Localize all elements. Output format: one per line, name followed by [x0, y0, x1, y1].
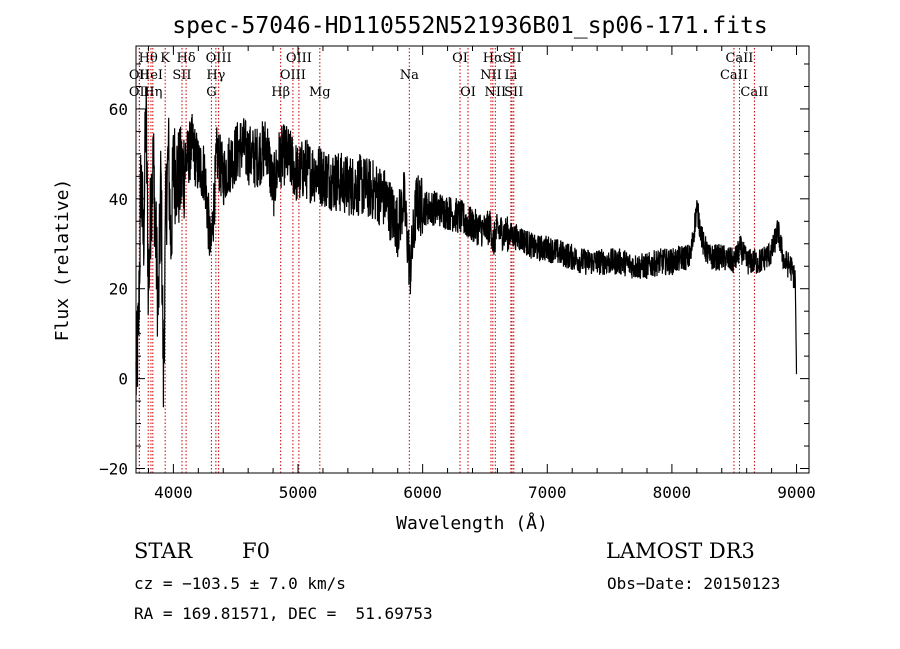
line-marker-label: G: [206, 85, 216, 100]
y-tick-label: 20: [109, 280, 128, 299]
x-tick-label: 6000: [403, 483, 442, 502]
line-marker-label: Hθ: [139, 51, 158, 66]
line-marker-label: OIII: [280, 68, 306, 83]
y-axis-label: Flux (relative): [52, 179, 73, 342]
line-marker-label: OIII: [206, 51, 232, 66]
line-marker-label: OII: [129, 85, 150, 100]
object-class: STAR: [134, 539, 193, 563]
y-tick-label: −20: [99, 460, 128, 479]
coordinates: RA = 169.81571, DEC = 51.69753: [134, 604, 433, 623]
x-tick-label: 7000: [528, 483, 567, 502]
survey-name: LAMOST DR3: [606, 539, 755, 563]
y-tick-label: 0: [118, 370, 128, 389]
spectrum-line: [135, 86, 798, 408]
x-tick-label: 4000: [154, 483, 193, 502]
line-marker-label: HeI: [139, 68, 163, 83]
line-marker-label: Hγ: [206, 68, 225, 83]
object-subclass: F0: [242, 539, 270, 563]
line-marker-label: K: [160, 51, 170, 66]
line-marker-label: NII: [480, 68, 502, 83]
axes: 4000 5000 6000 7000 8000 9000 −20 0 20 40 60: [99, 46, 816, 502]
line-marker-label: OI: [460, 85, 476, 100]
line-marker-label: Mg: [309, 85, 331, 100]
chart-title: spec-57046-HD110552N521936B01_sp06-171.f…: [172, 13, 767, 39]
line-marker-label: Hη: [143, 85, 162, 100]
line-marker-label: NII: [484, 85, 506, 100]
spectrum-series: [135, 86, 798, 408]
x-tick-label: 8000: [653, 483, 692, 502]
y-tick-label: 60: [109, 100, 128, 119]
line-marker-label: SII: [172, 68, 191, 83]
x-axis-label: Wavelength (Å): [396, 512, 548, 534]
line-marker-label: Li: [504, 68, 517, 83]
line-marker-label: SII: [502, 51, 521, 66]
obs-date: Obs−Date: 20150123: [607, 574, 781, 593]
line-marker-label: Hβ: [271, 85, 290, 100]
line-marker-label: CaII: [725, 51, 753, 66]
line-marker-label: SII: [504, 85, 523, 100]
line-marker-label: OI: [452, 51, 468, 66]
line-marker-label: CaII: [720, 68, 748, 83]
y-tick-label: 40: [109, 190, 128, 209]
redshift-cz: cz = −103.5 ± 7.0 km/s: [134, 574, 346, 593]
line-marker-label: OIII: [286, 51, 312, 66]
x-tick-label: 5000: [279, 483, 318, 502]
line-marker-label: Na: [400, 68, 419, 83]
line-marker-label: OII: [129, 68, 150, 83]
x-tick-label: 9000: [777, 483, 816, 502]
line-marker-label: Hδ: [177, 51, 196, 66]
line-marker-label: CaII: [740, 85, 768, 100]
line-marker-label: Hα: [483, 51, 503, 66]
